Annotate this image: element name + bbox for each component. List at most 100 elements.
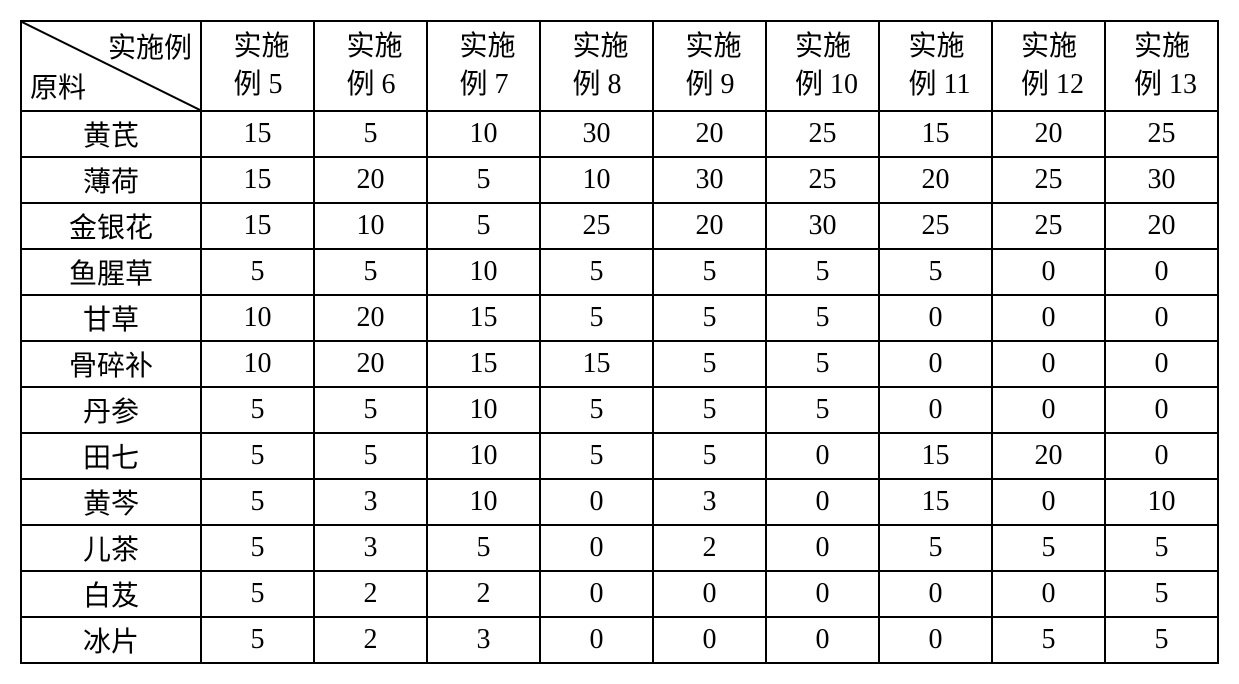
data-cell: 5	[201, 617, 314, 663]
data-cell: 5	[540, 387, 653, 433]
data-cell: 5	[314, 111, 427, 157]
data-cell: 20	[992, 433, 1105, 479]
data-cell: 0	[1105, 341, 1218, 387]
col-header: 实施例 7	[427, 21, 540, 111]
header-row: 实施例 原料 实施例 5 实施例 6 实施例 7 实施例 8 实施例 9 实施例…	[21, 21, 1218, 111]
row-label: 黄芩	[21, 479, 201, 525]
data-cell: 10	[1105, 479, 1218, 525]
data-cell: 0	[766, 571, 879, 617]
data-cell: 0	[992, 387, 1105, 433]
data-cell: 25	[540, 203, 653, 249]
data-cell: 5	[314, 249, 427, 295]
data-cell: 5	[653, 249, 766, 295]
col-header: 实施例 13	[1105, 21, 1218, 111]
data-cell: 5	[992, 617, 1105, 663]
data-cell: 15	[879, 111, 992, 157]
data-cell: 0	[653, 571, 766, 617]
col-header: 实施例 12	[992, 21, 1105, 111]
table-row: 金银花15105252030252520	[21, 203, 1218, 249]
data-cell: 20	[1105, 203, 1218, 249]
data-cell: 0	[992, 341, 1105, 387]
col-header-label: 实施例 6	[338, 28, 402, 104]
data-cell: 15	[201, 203, 314, 249]
data-cell: 0	[766, 433, 879, 479]
data-cell: 5	[540, 295, 653, 341]
data-cell: 5	[427, 157, 540, 203]
data-cell: 0	[766, 525, 879, 571]
data-cell: 30	[766, 203, 879, 249]
data-cell: 3	[427, 617, 540, 663]
data-cell: 5	[766, 341, 879, 387]
data-cell: 5	[766, 249, 879, 295]
data-cell: 15	[879, 479, 992, 525]
table-row: 黄芩531003015010	[21, 479, 1218, 525]
data-table: 实施例 原料 实施例 5 实施例 6 实施例 7 实施例 8 实施例 9 实施例…	[20, 20, 1219, 664]
data-cell: 5	[653, 341, 766, 387]
table-body: 实施例 原料 实施例 5 实施例 6 实施例 7 实施例 8 实施例 9 实施例…	[21, 21, 1218, 663]
col-header-label: 实施例 9	[677, 28, 741, 104]
row-label: 鱼腥草	[21, 249, 201, 295]
row-label: 田七	[21, 433, 201, 479]
data-cell: 15	[201, 157, 314, 203]
data-cell: 5	[427, 525, 540, 571]
data-cell: 30	[1105, 157, 1218, 203]
col-header-label: 实施例 10	[787, 28, 858, 104]
col-header: 实施例 6	[314, 21, 427, 111]
row-label: 骨碎补	[21, 341, 201, 387]
col-header: 实施例 5	[201, 21, 314, 111]
data-cell: 0	[992, 479, 1105, 525]
row-label: 薄荷	[21, 157, 201, 203]
data-cell: 0	[879, 571, 992, 617]
table-row: 骨碎补1020151555000	[21, 341, 1218, 387]
data-cell: 5	[653, 387, 766, 433]
data-cell: 5	[879, 249, 992, 295]
data-cell: 15	[427, 341, 540, 387]
data-cell: 10	[201, 341, 314, 387]
data-cell: 0	[1105, 249, 1218, 295]
data-cell: 2	[427, 571, 540, 617]
data-cell: 5	[766, 387, 879, 433]
data-cell: 10	[427, 479, 540, 525]
data-cell: 5	[201, 387, 314, 433]
col-header-label: 实施例 7	[451, 28, 515, 104]
data-cell: 10	[201, 295, 314, 341]
data-cell: 5	[314, 387, 427, 433]
col-header: 实施例 9	[653, 21, 766, 111]
data-cell: 10	[427, 387, 540, 433]
data-cell: 10	[427, 249, 540, 295]
data-cell: 5	[1105, 525, 1218, 571]
data-cell: 20	[653, 111, 766, 157]
data-cell: 0	[1105, 433, 1218, 479]
data-cell: 0	[540, 617, 653, 663]
data-cell: 15	[427, 295, 540, 341]
data-cell: 2	[314, 571, 427, 617]
data-cell: 5	[540, 249, 653, 295]
data-cell: 0	[879, 295, 992, 341]
data-cell: 30	[540, 111, 653, 157]
col-header: 实施例 10	[766, 21, 879, 111]
data-cell: 25	[879, 203, 992, 249]
data-cell: 15	[879, 433, 992, 479]
row-label: 白芨	[21, 571, 201, 617]
data-cell: 15	[201, 111, 314, 157]
data-cell: 0	[766, 479, 879, 525]
data-cell: 15	[540, 341, 653, 387]
row-label: 丹参	[21, 387, 201, 433]
data-cell: 5	[427, 203, 540, 249]
data-cell: 5	[201, 433, 314, 479]
data-cell: 0	[540, 479, 653, 525]
data-cell: 5	[879, 525, 992, 571]
data-cell: 20	[314, 341, 427, 387]
data-cell: 0	[1105, 387, 1218, 433]
data-cell: 5	[1105, 571, 1218, 617]
table-row: 甘草102015555000	[21, 295, 1218, 341]
col-header-label: 实施例 11	[901, 28, 971, 104]
data-cell: 5	[314, 433, 427, 479]
data-cell: 2	[653, 525, 766, 571]
corner-cell: 实施例 原料	[21, 21, 201, 111]
col-header-label: 实施例 13	[1126, 28, 1197, 104]
data-cell: 10	[314, 203, 427, 249]
data-cell: 0	[879, 341, 992, 387]
data-cell: 20	[314, 295, 427, 341]
corner-bottom-label: 原料	[30, 66, 86, 106]
